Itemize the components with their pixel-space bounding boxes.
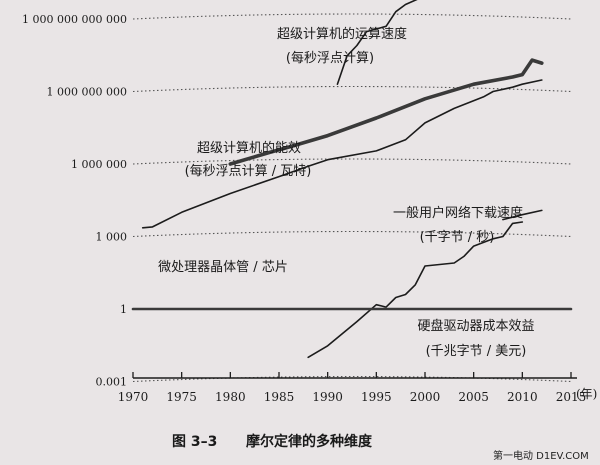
- x-tick-label: 2005: [458, 390, 489, 404]
- y-tick-label: 0.001: [96, 376, 128, 389]
- watermark: 第一电动 D1EV.COM: [493, 449, 589, 462]
- annotation-label: 超级计算机的能效: [197, 140, 301, 156]
- x-tick-label: 2000: [410, 390, 441, 404]
- x-tick-label: 1995: [361, 390, 392, 404]
- x-tick-label: 2015: [556, 390, 587, 404]
- x-tick-label: 2010: [507, 390, 538, 404]
- y-tick-label: 1: [120, 303, 127, 316]
- y-tick-label: 1 000 000 000: [47, 86, 127, 99]
- x-tick-label: 1990: [312, 390, 343, 404]
- series-line: [502, 209, 543, 221]
- x-tick-label: 1975: [166, 390, 197, 404]
- series-lines: [131, 0, 573, 359]
- annotations: 超级计算机的运算速度 (每秒浮点计算) 超级计算机的能效 (每秒浮点计算 / 瓦特) 一…: [158, 26, 534, 359]
- x-tick-label: 1985: [264, 390, 295, 404]
- series-line: [307, 221, 524, 359]
- x-tick-label: 1980: [215, 390, 246, 404]
- y-tick-label: 1 000: [96, 231, 128, 244]
- annotation-label: 超级计算机的运算速度: [277, 26, 407, 42]
- figure-number: 图 3–3: [172, 434, 217, 450]
- figure-title: 摩尔定律的多种维度: [246, 433, 373, 450]
- x-axis: 1970 1975 1980 1985 1990 1995 2000 2005 2010 2015…: [118, 372, 597, 404]
- annotation-label: (千兆字节 / 美元): [426, 344, 527, 359]
- y-tick-label: 1 000 000: [71, 158, 127, 171]
- series-line: [141, 79, 543, 229]
- annotation-label: 微处理器晶体管 / 芯片: [158, 260, 288, 275]
- annotation-label: 硬盘驱动器成本效益: [417, 318, 534, 334]
- y-axis-labels: 0.001 1 1 000 1 000 000 1 000 000 000 1 000 0…: [22, 13, 128, 389]
- x-tick-label: 1970: [118, 390, 149, 404]
- gridline: [132, 13, 572, 20]
- annotation-label: (千字节 / 秒): [420, 230, 495, 245]
- annotation-label: (每秒浮点计算): [286, 50, 374, 66]
- series-line: [336, 0, 418, 85]
- annotation-label: 一般用户网络下载速度: [393, 205, 523, 221]
- series-line: [228, 58, 544, 166]
- x-unit-label: (年): [576, 387, 597, 401]
- y-tick-label: 1 000 000 000 000: [22, 13, 127, 26]
- annotation-label: (每秒浮点计算 / 瓦特): [185, 163, 312, 179]
